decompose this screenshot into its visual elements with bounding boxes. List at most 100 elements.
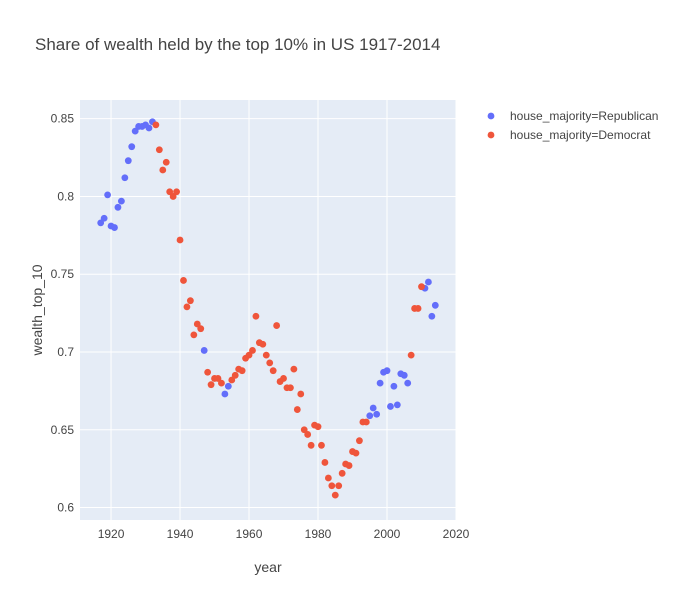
legend-label: house_majority=Democrat (510, 128, 651, 142)
data-point (321, 459, 329, 466)
data-point (252, 312, 260, 320)
data-point (249, 347, 256, 354)
x-tick-label: 1940 (167, 527, 194, 541)
data-point (186, 297, 194, 305)
data-point (362, 418, 370, 426)
data-point (307, 441, 315, 449)
data-point (176, 236, 184, 244)
data-point (387, 403, 394, 410)
legend: house_majority=Republican house_majority=… (487, 109, 658, 142)
x-axis-ticks: 1920 1940 1960 1980 2000 2020 (98, 527, 470, 541)
x-axis-label: year (254, 559, 282, 575)
data-point (100, 214, 108, 222)
data-point (300, 426, 308, 434)
data-point (407, 351, 415, 359)
data-point (314, 423, 322, 431)
data-point (366, 412, 374, 420)
data-point (128, 143, 136, 151)
data-point (197, 325, 205, 333)
data-point (335, 482, 343, 490)
data-point (414, 305, 422, 312)
grid-lines (80, 100, 457, 520)
legend-marker (487, 131, 495, 139)
data-point (297, 390, 305, 398)
data-point (155, 146, 163, 154)
data-point (290, 365, 298, 373)
data-point (418, 283, 425, 291)
data-point (356, 437, 363, 445)
data-point (266, 359, 274, 367)
legend-marker (487, 112, 495, 120)
data-point (390, 382, 398, 390)
data-point (169, 193, 177, 200)
data-point (221, 390, 229, 398)
data-point (373, 410, 381, 418)
data-point (393, 401, 401, 409)
x-tick-label: 1980 (305, 527, 332, 541)
data-point (287, 384, 294, 392)
y-tick-label: 0.65 (51, 423, 75, 437)
data-point (190, 331, 198, 339)
data-point (345, 462, 353, 469)
y-tick-label: 0.85 (51, 112, 75, 126)
data-point (214, 375, 222, 382)
data-point (428, 312, 436, 320)
data-point (231, 371, 239, 379)
data-point (104, 191, 111, 199)
data-point (400, 371, 408, 379)
chart-title: Share of wealth held by the top 10% in U… (35, 35, 440, 54)
data-point (259, 340, 267, 348)
data-point (369, 404, 377, 412)
data-point (145, 124, 153, 132)
data-point (431, 301, 439, 309)
y-tick-label: 0.6 (57, 501, 74, 515)
data-point (159, 166, 167, 174)
data-point (273, 322, 281, 329)
data-point (245, 351, 253, 359)
data-point (121, 174, 129, 182)
data-point (328, 482, 336, 490)
data-point (200, 347, 208, 354)
y-axis-label: wealth_top_10 (29, 264, 45, 356)
data-point (383, 367, 391, 375)
x-tick-label: 1960 (236, 527, 263, 541)
data-point (114, 203, 122, 211)
data-point (124, 157, 132, 165)
data-points (97, 118, 439, 499)
data-point (131, 127, 139, 135)
data-point (152, 121, 160, 129)
data-point (280, 375, 287, 382)
plot-area (80, 100, 456, 520)
data-point (173, 188, 180, 196)
data-point (166, 188, 174, 196)
data-point (117, 197, 125, 205)
data-point (376, 379, 384, 387)
data-point (180, 277, 187, 284)
data-point (425, 278, 432, 286)
data-point (207, 381, 215, 389)
data-point (204, 368, 212, 376)
data-point (352, 449, 360, 457)
data-point (97, 219, 105, 227)
data-point (269, 367, 277, 375)
data-point (304, 431, 312, 438)
data-point (162, 158, 170, 166)
data-point (293, 406, 301, 413)
y-axis-ticks: 0.6 0.65 0.7 0.75 0.8 0.85 (51, 112, 75, 515)
legend-label: house_majority=Republican (510, 109, 658, 123)
data-point (262, 351, 270, 359)
x-tick-label: 1920 (98, 527, 125, 541)
data-point (228, 376, 236, 384)
y-tick-label: 0.75 (51, 267, 75, 281)
data-point (238, 367, 246, 375)
y-tick-label: 0.8 (57, 189, 74, 203)
data-point (318, 441, 325, 449)
y-tick-label: 0.7 (57, 345, 74, 359)
data-point (183, 303, 191, 311)
data-point (324, 474, 332, 482)
data-point (224, 382, 232, 390)
data-point (111, 224, 118, 231)
data-point (193, 320, 201, 328)
x-tick-label: 2020 (443, 527, 470, 541)
